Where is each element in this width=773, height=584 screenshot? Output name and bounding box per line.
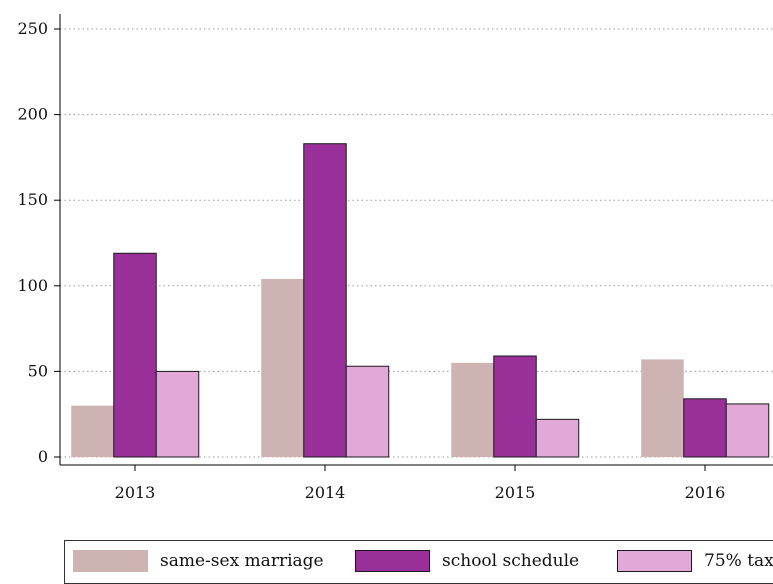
legend-swatch-school-schedule (355, 550, 430, 572)
y-tick-label-150: 150 (17, 190, 48, 209)
bar-2015-2 (535, 418, 580, 458)
x-tick-label-2015: 2015 (495, 483, 536, 502)
y-tick-label-0: 0 (38, 447, 48, 466)
legend-item-same-sex-marriage: same-sex marriage (73, 550, 324, 572)
legend-item-school-schedule: school schedule (355, 550, 579, 572)
legend-label: school schedule (442, 551, 580, 571)
legend-label: 75% tax (704, 551, 773, 571)
legend: same-sex marriage school schedule 75% ta… (64, 540, 773, 584)
bar-2015-0 (451, 362, 494, 457)
bar-2013-1 (113, 252, 157, 458)
bar-2016-1 (683, 398, 727, 458)
x-tick-label-2014: 2014 (305, 483, 346, 502)
bar-2015-1 (493, 355, 537, 458)
x-tick-label-2016: 2016 (685, 483, 726, 502)
bar-2013-0 (71, 405, 114, 457)
y-tick-label-50: 50 (28, 361, 48, 380)
legend-item-75-tax: 75% tax (617, 550, 773, 572)
y-tick-labels: 0 50 100 150 200 250 (17, 19, 48, 466)
legend-swatch-same-sex-marriage (73, 550, 148, 572)
bar-2014-1 (303, 143, 347, 458)
y-tick-label-250: 250 (17, 19, 48, 38)
axes (54, 14, 773, 471)
bar-2013-2 (155, 370, 200, 458)
x-tick-labels: 2013 2014 2015 2016 (115, 483, 726, 502)
legend-label: same-sex marriage (160, 551, 324, 571)
bars (71, 143, 770, 458)
y-tick-label-100: 100 (17, 276, 48, 295)
bar-2014-0 (261, 278, 304, 457)
bar-2016-2 (725, 403, 770, 458)
legend-swatch-75-tax (617, 550, 692, 572)
bar-2016-0 (641, 359, 684, 457)
x-tick-label-2013: 2013 (115, 483, 156, 502)
bar-2014-2 (345, 365, 390, 458)
y-tick-label-200: 200 (17, 105, 48, 124)
